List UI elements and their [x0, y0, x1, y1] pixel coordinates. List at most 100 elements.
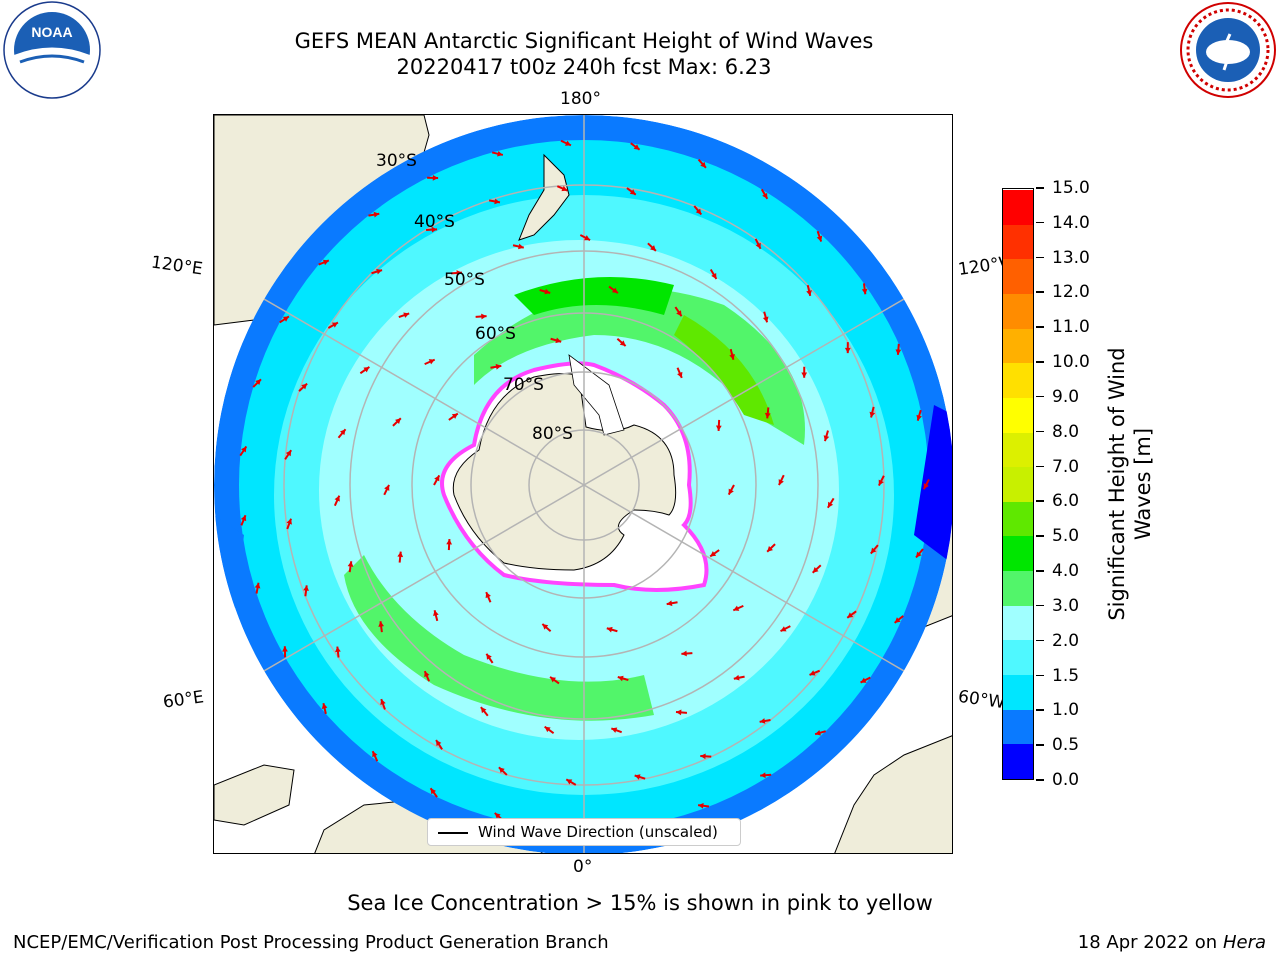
map-canvas — [214, 115, 952, 853]
lat-label-50s: 50°S — [444, 270, 485, 290]
wave-direction-arrowhead — [767, 546, 773, 552]
polar-map — [213, 114, 953, 854]
wave-direction-arrowhead — [347, 561, 354, 567]
lat-label-80s: 80°S — [532, 424, 573, 444]
wave-direction-arrowhead — [778, 479, 784, 486]
colorbar-tick-label: 8.0 — [1052, 421, 1080, 442]
wave-direction-arrowhead — [550, 676, 557, 683]
wave-direction-arrowhead — [895, 349, 902, 355]
wave-direction-arrowhead — [363, 366, 370, 373]
wave-direction-arrowhead — [812, 567, 819, 573]
colorbar-segment — [1003, 535, 1033, 572]
colorbar-tick — [1036, 500, 1044, 502]
wave-direction-arrowhead — [650, 245, 656, 251]
chart-title: GEFS MEAN Antarctic Significant Height o… — [294, 29, 874, 53]
wave-direction-arrowhead — [633, 144, 640, 150]
noaa-logo-text: NOAA — [31, 24, 72, 40]
lat-label-70s: 70°S — [503, 375, 544, 395]
colorbar-tick — [1036, 779, 1044, 781]
colorbar-tick — [1036, 291, 1044, 293]
wave-direction-arrowhead — [806, 290, 812, 296]
footer-date-text: 18 Apr 2022 on — [1077, 932, 1223, 953]
colorbar-segment — [1003, 466, 1033, 502]
wave-direction-arrowhead — [611, 287, 618, 294]
wave-direction-arrowhead — [561, 185, 568, 192]
colorbar-tick-label: 7.0 — [1052, 456, 1080, 477]
colorbar-tick-label: 15.0 — [1052, 178, 1090, 198]
wind-wave-arrows — [239, 139, 930, 831]
colorbar-tick — [1036, 709, 1044, 711]
wave-direction-arrowhead — [760, 772, 766, 779]
footer-machine: Hera — [1222, 932, 1266, 953]
wave-direction-arrowhead — [634, 774, 641, 780]
colorbar-tick-label: 12.0 — [1052, 282, 1090, 303]
wave-direction-arrowhead — [710, 551, 717, 557]
colorbar-tick-label: 6.0 — [1052, 491, 1080, 512]
wave-direction-arrowhead — [606, 626, 613, 633]
map-legend: Wind Wave Direction (unscaled) — [427, 818, 741, 846]
wave-direction-arrowhead — [815, 729, 821, 736]
wave-direction-arrowhead — [518, 243, 524, 250]
colorbar-tick — [1036, 674, 1044, 677]
colorbar-segment — [1003, 639, 1033, 676]
colorbar-segment — [1003, 570, 1033, 606]
colorbar-tick — [1036, 326, 1044, 328]
wave-direction-arrowhead — [339, 429, 346, 436]
sea-ice-note: Sea Ice Concentration > 15% is shown in … — [347, 891, 933, 915]
lon-label-60e: 60°E — [161, 687, 206, 713]
wave-direction-arrowhead — [431, 226, 438, 233]
colorbar-tick-label: 1.0 — [1052, 700, 1080, 721]
wave-direction-arrowhead — [847, 612, 854, 618]
wave-direction-arrowhead — [497, 150, 503, 157]
wave-direction-arrowhead — [380, 699, 386, 706]
wave-direction-arrowhead — [566, 779, 573, 785]
wave-direction-arrowhead — [480, 707, 487, 714]
legend-label: Wind Wave Direction (unscaled) — [478, 823, 718, 841]
wave-direction-arrowhead — [869, 411, 876, 418]
wave-direction-arrowhead — [334, 495, 340, 502]
lon-label-bottom: 0° — [573, 857, 593, 877]
wave-direction-arrowhead — [870, 547, 877, 554]
wave-direction-arrowhead — [542, 623, 549, 630]
wave-direction-arrowhead — [780, 626, 787, 632]
wave-direction-arrowhead — [827, 501, 834, 508]
colorbar-segment — [1003, 293, 1033, 329]
wave-direction-arrowhead — [430, 788, 437, 795]
wave-direction-arrowhead — [403, 312, 410, 318]
colorbar-tick — [1036, 744, 1044, 746]
colorbar-tick-label: 5.0 — [1052, 526, 1080, 547]
colorbar-segment — [1003, 743, 1033, 779]
colorbar-segment — [1003, 189, 1033, 225]
colorbar-tick-label: 4.0 — [1052, 561, 1080, 582]
wave-direction-arrowhead — [495, 363, 502, 370]
wave-direction-arrowhead — [282, 316, 289, 322]
wave-direction-arrowhead — [240, 515, 247, 522]
wave-direction-arrowhead — [861, 288, 868, 295]
colorbar-segment — [1003, 328, 1033, 364]
wave-direction-arrowhead — [555, 337, 562, 344]
wave-direction-arrowhead — [434, 475, 440, 482]
colorbar-segment — [1003, 224, 1033, 260]
wave-direction-arrowhead — [378, 621, 385, 627]
colorbar-segment — [1003, 362, 1033, 398]
footer-credit: NCEP/EMC/Verification Post Processing Pr… — [13, 932, 609, 953]
colorbar-tick-label: 10.0 — [1052, 352, 1090, 373]
colorbar-tick — [1036, 256, 1044, 259]
wave-direction-arrowhead — [397, 551, 404, 558]
wave-direction-arrowhead — [677, 371, 683, 378]
lat-label-30s: 30°S — [376, 151, 417, 171]
colorbar-tick-label: 11.0 — [1052, 317, 1090, 338]
wave-direction-arrowhead — [676, 310, 682, 317]
wave-direction-arrowhead — [372, 751, 378, 758]
colorbar-tick — [1036, 465, 1044, 468]
colorbar-tick — [1036, 604, 1044, 607]
noaa-logo: NOAA — [3, 1, 101, 99]
colorbar-tick-label: 2.0 — [1052, 630, 1080, 651]
wave-direction-arrowhead — [494, 812, 501, 819]
colorbar-tick — [1036, 395, 1044, 398]
wave-direction-arrowhead — [376, 268, 383, 275]
wave-direction-arrowhead — [916, 551, 922, 558]
wave-direction-arrowhead — [481, 313, 487, 320]
wave-direction-arrowhead — [428, 359, 435, 365]
wave-direction-arrowhead — [303, 585, 309, 591]
